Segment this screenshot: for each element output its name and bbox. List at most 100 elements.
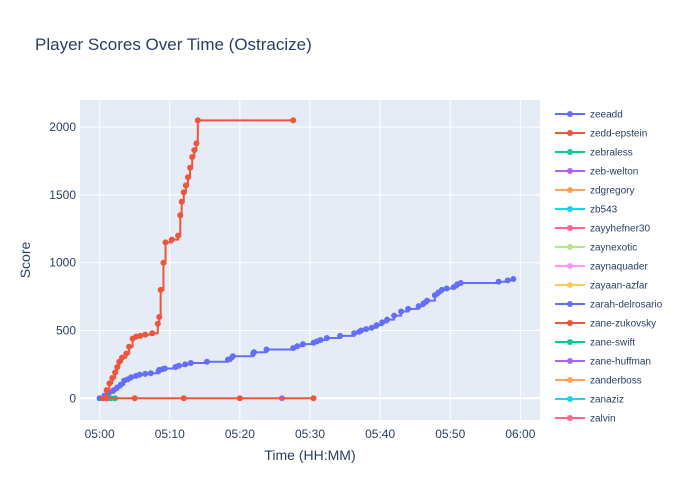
data-point [112,369,119,376]
legend-marker-swatch [567,415,573,421]
legend-item[interactable]: zayyhefner30 [555,224,650,235]
legend-label: zalvin [590,414,616,425]
x-tick-label: 05:30 [295,427,325,441]
data-point [510,275,517,282]
legend-item[interactable]: zebraless [555,148,633,159]
data-point [106,380,113,387]
data-point [398,308,405,315]
legend-item[interactable]: zeeadd [555,110,623,121]
data-point [203,358,210,365]
legend-marker-swatch [567,111,573,117]
data-point [457,280,464,287]
data-point [147,370,154,377]
legend-label: zaynaquader [590,262,648,273]
data-point [136,371,143,378]
data-point [363,326,370,333]
y-tick-label: 1000 [49,256,76,270]
legend-marker-swatch [567,396,573,402]
data-point [162,239,169,246]
data-point [187,360,194,367]
legend-item[interactable]: zane-huffman [555,357,651,368]
legend-label: zane-swift [590,338,635,349]
tick-labels: 05:00 05:10 05:20 05:30 05:40 05:50 06:00 0 500 1… [49,120,535,441]
legend-label: zebraless [590,148,633,159]
legend-item[interactable]: zdgregory [555,186,634,197]
legend-label: zanderboss [590,376,642,387]
legend-marker-swatch [567,206,573,212]
data-point [373,322,380,329]
x-axis-title: Time (HH:MM) [264,447,355,463]
data-point [424,297,431,304]
data-point [161,365,168,372]
data-point [415,303,422,310]
data-point [504,277,511,284]
legend-label: zb543 [590,205,618,216]
data-point [126,343,133,350]
data-point [194,117,201,124]
legend-item[interactable]: zaynexotic [555,243,637,254]
legend-item[interactable]: zanaziz [555,395,624,406]
data-point [119,354,126,361]
legend-item[interactable]: zaynaquader [555,262,648,273]
legend-item[interactable]: zalvin [555,414,616,425]
legend-marker-swatch [567,339,573,345]
legend-item[interactable]: zb543 [555,205,618,216]
data-point [149,330,156,337]
series-zedd-epstein[interactable] [100,117,297,402]
data-point [182,182,189,189]
legend[interactable]: zeeadd zedd-epstein zebraless zeb-welton zdg… [555,110,663,425]
data-point [351,330,358,337]
data-point [191,147,198,154]
x-tick-label: 05:40 [365,427,395,441]
series-zeeadd[interactable] [96,275,517,402]
data-point [160,259,167,266]
x-tick-label: 05:50 [435,427,465,441]
data-point [438,286,445,293]
data-point [157,286,164,293]
data-point [379,319,386,326]
legend-label: zedd-epstein [590,129,647,140]
data-point [114,364,121,371]
legend-marker-swatch [567,282,573,288]
data-point [263,346,270,353]
data-point [337,332,344,339]
y-tick-label: 2000 [49,120,76,134]
legend-marker-swatch [567,168,573,174]
data-point [156,313,163,320]
data-point [310,395,317,402]
data-point [317,337,324,343]
legend-item[interactable]: zeb-welton [555,167,638,178]
data-point [178,198,185,205]
data-point [229,353,236,360]
legend-item[interactable]: zanderboss [555,376,642,387]
legend-label: zanaziz [590,395,624,406]
legend-item[interactable]: zane-swift [555,338,635,349]
data-point [168,236,175,243]
data-point [495,278,502,285]
legend-label: zayaan-azfar [590,281,648,292]
legend-label: zeb-welton [590,167,638,178]
data-point [142,370,149,377]
legend-item[interactable]: zane-zukovsky [555,319,656,330]
legend-label: zaynexotic [590,243,637,254]
legend-label: zarah-delrosario [590,300,663,311]
legend-item[interactable]: zedd-epstein [555,129,647,140]
legend-item[interactable]: zayaan-azfar [555,281,648,292]
legend-label: zane-zukovsky [590,319,656,330]
data-point [175,232,182,239]
legend-marker-swatch [567,244,573,250]
series-zane-zukovsky[interactable] [103,395,317,402]
data-point [384,316,391,323]
data-point [180,189,187,196]
data-point [184,174,191,181]
data-point [236,395,243,402]
legend-marker-swatch [567,358,573,364]
data-point [368,324,375,331]
legend-item[interactable]: zarah-delrosario [555,300,663,311]
data-point [391,312,398,319]
y-tick-label: 500 [56,324,76,338]
legend-label: zeeadd [590,110,623,121]
data-point [189,153,196,160]
data-point [405,305,412,312]
